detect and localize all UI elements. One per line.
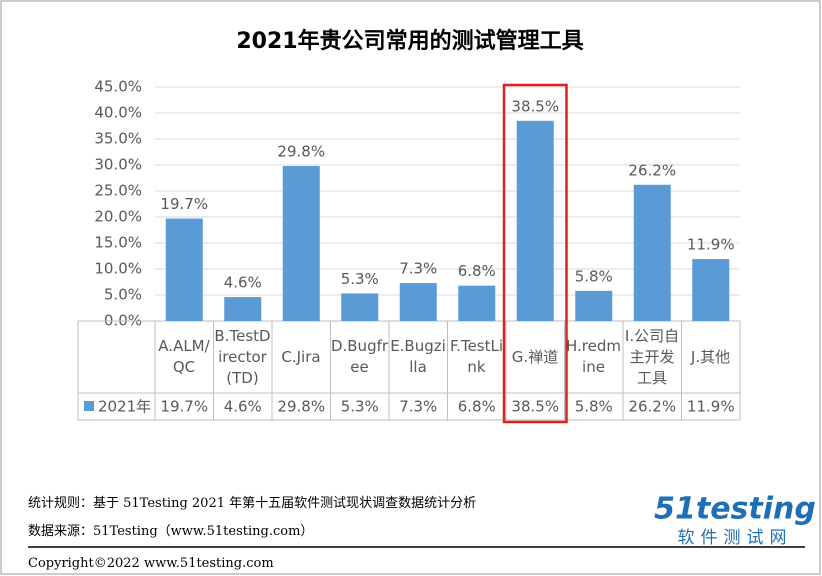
table-value: 6.8% <box>458 398 496 416</box>
y-tick-label: 30.0% <box>94 156 142 174</box>
y-tick-label: 20.0% <box>94 208 142 226</box>
data-label: 6.8% <box>458 262 496 280</box>
data-label: 38.5% <box>511 97 559 115</box>
highlight-box <box>502 83 568 424</box>
x-tick-label: H.redmine <box>566 337 621 376</box>
data-label: 5.3% <box>341 270 379 288</box>
bar <box>458 285 496 321</box>
x-tick-label: C.Jira <box>281 347 321 366</box>
logo-sub: 软件测试网 <box>678 528 793 548</box>
bar <box>633 184 671 321</box>
bar <box>224 297 262 321</box>
x-tick-label: G.禅道 <box>511 347 559 366</box>
data-label: 5.8% <box>575 267 613 285</box>
table-value: 19.7% <box>160 398 208 416</box>
footer-source: 数据来源：51Testing（www.51testing.com） <box>28 524 314 539</box>
logo-tag: 博为峰旗下 <box>708 476 763 490</box>
footer-rule-text: 统计规则：基于 51Testing 2021 年第十五届软件测试现状调查数据统计… <box>28 496 477 511</box>
table-value: 11.9% <box>687 398 735 416</box>
logo-brand: 51testing <box>654 492 816 527</box>
table-value: 7.3% <box>399 398 437 416</box>
data-label: 4.6% <box>224 274 262 292</box>
y-tick-label: 25.0% <box>94 182 142 200</box>
data-label: 11.9% <box>687 236 735 254</box>
x-tick-label: D.Bugfree <box>330 337 389 376</box>
table-value: 38.5% <box>511 398 559 416</box>
bar <box>165 218 203 321</box>
bar <box>399 283 437 321</box>
y-tick-label: 35.0% <box>94 130 142 148</box>
y-tick-label: 10.0% <box>94 260 142 278</box>
y-tick-label: 15.0% <box>94 234 142 252</box>
data-label: 7.3% <box>399 260 437 278</box>
chart-title: 2021年贵公司常用的测试管理工具 <box>236 28 583 54</box>
bar <box>692 259 730 321</box>
data-label: 26.2% <box>628 161 676 179</box>
x-tick-label: A.ALM/QC <box>158 337 210 376</box>
x-tick-label: E.Bugzilla <box>390 337 446 376</box>
x-tick-label: B.TestDirector(TD) <box>214 326 271 387</box>
y-tick-label: 5.0% <box>104 286 142 304</box>
legend-swatch <box>84 401 94 411</box>
table-value: 29.8% <box>277 398 325 416</box>
legend-label: 2021年 <box>98 398 151 416</box>
y-tick-label: 45.0% <box>94 78 142 96</box>
table-value: 4.6% <box>224 398 262 416</box>
table-value: 5.8% <box>575 398 613 416</box>
bar <box>282 166 320 321</box>
data-label: 19.7% <box>160 195 208 213</box>
x-tick-label: F.TestLink <box>449 337 504 376</box>
data-label: 29.8% <box>277 143 325 161</box>
bar <box>516 120 554 321</box>
y-tick-label: 40.0% <box>94 104 142 122</box>
x-tick-label: J.其他 <box>690 347 731 366</box>
x-tick-label: I.公司自主开发工具 <box>624 326 680 387</box>
footer-copyright: Copyright©2022 www.51testing.com <box>28 556 274 571</box>
bar <box>341 293 379 321</box>
table-value: 26.2% <box>628 398 676 416</box>
bar <box>575 290 613 321</box>
table-value: 5.3% <box>341 398 379 416</box>
